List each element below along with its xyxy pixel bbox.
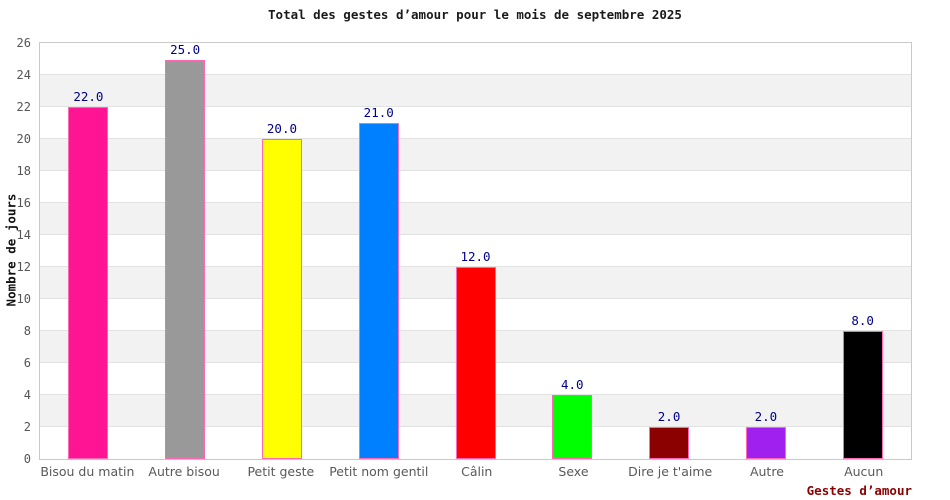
bar-column-sexe: 4.0 bbox=[524, 43, 621, 459]
x-tick-label: Petit geste bbox=[247, 464, 315, 479]
bars-container: 22.0 25.0 20.0 21.0 12.0 4.0 bbox=[40, 43, 911, 459]
y-tick-label: 12 bbox=[16, 260, 31, 274]
y-tick-label: 4 bbox=[23, 388, 31, 402]
plot-area: 22.0 25.0 20.0 21.0 12.0 4.0 bbox=[39, 42, 912, 460]
bar-value-label: 4.0 bbox=[561, 377, 584, 392]
bar-value-label: 2.0 bbox=[657, 409, 681, 424]
y-tick-label: 8 bbox=[23, 324, 31, 338]
bar-column-petit-nom-gentil: 21.0 bbox=[330, 43, 427, 459]
y-tick-label: 6 bbox=[23, 356, 31, 370]
y-tick-label: 24 bbox=[16, 68, 31, 82]
x-tick-label: Sexe bbox=[558, 464, 589, 479]
bar-calin bbox=[455, 267, 496, 459]
bar-column-aucun: 8.0 bbox=[814, 43, 911, 459]
x-tick-label: Aucun bbox=[844, 464, 884, 479]
y-tick-label: 26 bbox=[16, 36, 31, 50]
bar-petit-geste bbox=[261, 139, 302, 459]
chart-title: Total des gestes d’amour pour le mois de… bbox=[268, 7, 682, 22]
plot-band bbox=[40, 107, 911, 139]
bar-column-bisou-du-matin: 22.0 bbox=[40, 43, 137, 459]
bar-value-label: 20.0 bbox=[266, 121, 297, 136]
bar-petit-nom-gentil bbox=[358, 123, 399, 459]
bar-bisou-du-matin bbox=[68, 107, 109, 459]
x-tick-label: Autre bbox=[749, 464, 784, 479]
y-tick-label: 22 bbox=[16, 100, 31, 114]
x-tick-labels: Bisou du matin Autre bisou Petit geste P… bbox=[39, 464, 912, 479]
bar-aucun bbox=[842, 331, 883, 459]
plot-band bbox=[40, 171, 911, 203]
bar-sexe bbox=[552, 395, 593, 459]
y-tick-label: 18 bbox=[16, 164, 31, 178]
bar-value-label: 8.0 bbox=[851, 313, 874, 328]
x-tick-label: Câlin bbox=[461, 464, 493, 479]
y-tick-label: 20 bbox=[16, 132, 31, 146]
plot-band bbox=[40, 235, 911, 267]
bar-value-label: 2.0 bbox=[754, 409, 778, 424]
y-tick-label: 2 bbox=[23, 420, 31, 434]
bar-value-label: 25.0 bbox=[170, 42, 201, 57]
y-tick-label: 14 bbox=[16, 228, 31, 242]
bar-column-petit-geste: 20.0 bbox=[234, 43, 331, 459]
y-tick-label: 10 bbox=[16, 292, 31, 306]
y-tick-label: 16 bbox=[16, 196, 31, 210]
bar-autre-bisou bbox=[165, 60, 206, 459]
y-tick-label: 0 bbox=[23, 452, 31, 466]
bar-value-label: 22.0 bbox=[73, 89, 104, 104]
bar-value-label: 21.0 bbox=[363, 105, 394, 120]
plot-band bbox=[40, 43, 911, 75]
bar-column-dire-je-taime: 2.0 bbox=[621, 43, 718, 459]
bar-dire-je-taime bbox=[649, 427, 690, 459]
bar-value-label: 12.0 bbox=[460, 249, 491, 264]
bar-column-calin: 12.0 bbox=[427, 43, 524, 459]
bar-column-autre: 2.0 bbox=[717, 43, 814, 459]
x-tick-label: Bisou du matin bbox=[40, 464, 135, 479]
x-tick-label: Petit nom gentil bbox=[329, 464, 429, 479]
x-axis-title: Gestes d’amour bbox=[806, 483, 912, 498]
x-tick-label: Autre bisou bbox=[148, 464, 220, 479]
x-tick-label: Dire je t'aime bbox=[628, 464, 713, 479]
bar-autre bbox=[745, 427, 786, 459]
bar-column-autre-bisou: 25.0 bbox=[137, 43, 234, 459]
